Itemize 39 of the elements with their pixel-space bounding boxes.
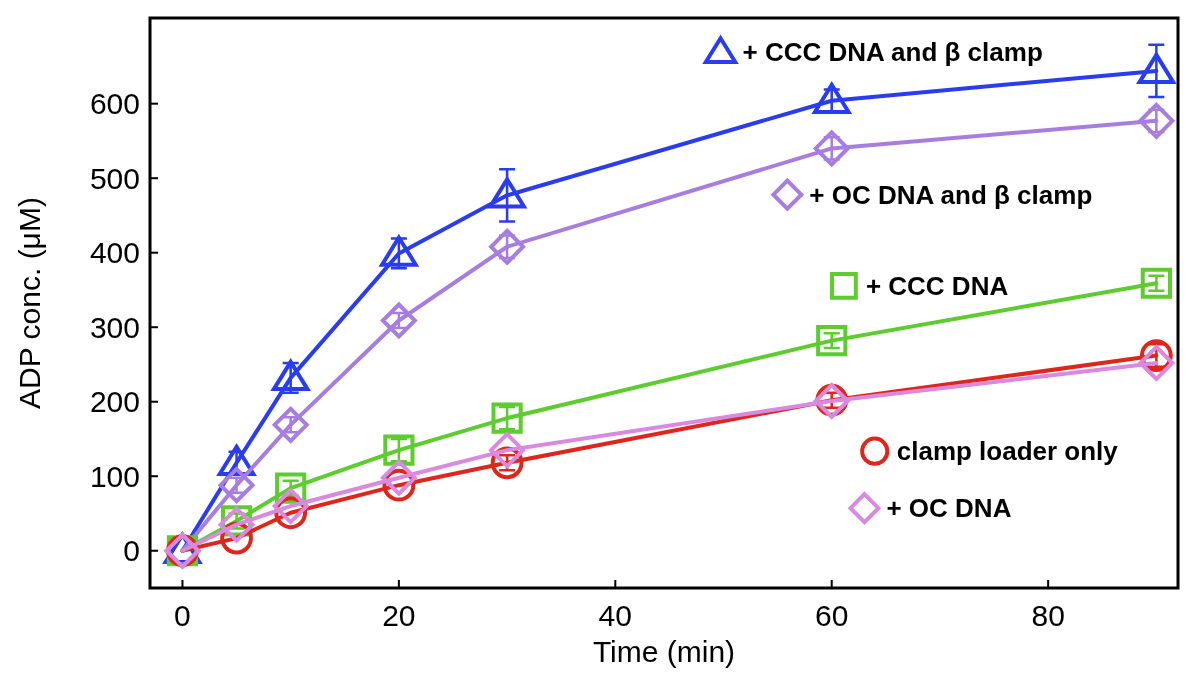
legend-label: + OC DNA and β clamp <box>809 179 1093 210</box>
y-tick-label: 600 <box>89 87 140 121</box>
y-axis-title: ADP conc. (μM) <box>13 197 46 409</box>
x-tick-label: 0 <box>174 599 191 632</box>
y-tick-label: 500 <box>89 161 140 195</box>
x-tick-label: 60 <box>815 599 849 632</box>
point <box>813 130 850 167</box>
point <box>491 402 523 434</box>
legend-label: + CCC DNA <box>865 271 1009 301</box>
point <box>489 228 526 265</box>
legend-label: + OC DNA <box>886 493 1012 524</box>
point <box>380 302 417 339</box>
point <box>812 82 851 114</box>
x-tick-label: 40 <box>598 599 632 632</box>
x-axis-title: Time (min) <box>592 635 736 668</box>
y-tick-label: 400 <box>89 236 140 270</box>
point <box>1138 344 1175 381</box>
point <box>272 488 309 525</box>
y-tick-label: 100 <box>89 459 140 493</box>
x-tick-label: 80 <box>1031 599 1065 632</box>
point <box>1140 267 1172 299</box>
point <box>380 235 418 267</box>
point <box>383 434 415 466</box>
y-tick-label: 300 <box>89 310 140 344</box>
y-tick-label: 200 <box>89 385 140 419</box>
point <box>380 459 417 496</box>
legend-label: clamp loader only <box>896 436 1119 467</box>
x-tick-label: 20 <box>382 599 416 632</box>
point <box>218 467 255 504</box>
point <box>489 432 526 469</box>
point <box>218 506 255 543</box>
legend-label: + CCC DNA and β clamp <box>742 37 1043 68</box>
point <box>1137 52 1176 85</box>
y-tick-label: 0 <box>123 534 140 568</box>
point <box>816 325 848 357</box>
point <box>1138 102 1175 139</box>
point <box>488 177 526 209</box>
point <box>271 359 310 392</box>
point <box>272 406 309 443</box>
